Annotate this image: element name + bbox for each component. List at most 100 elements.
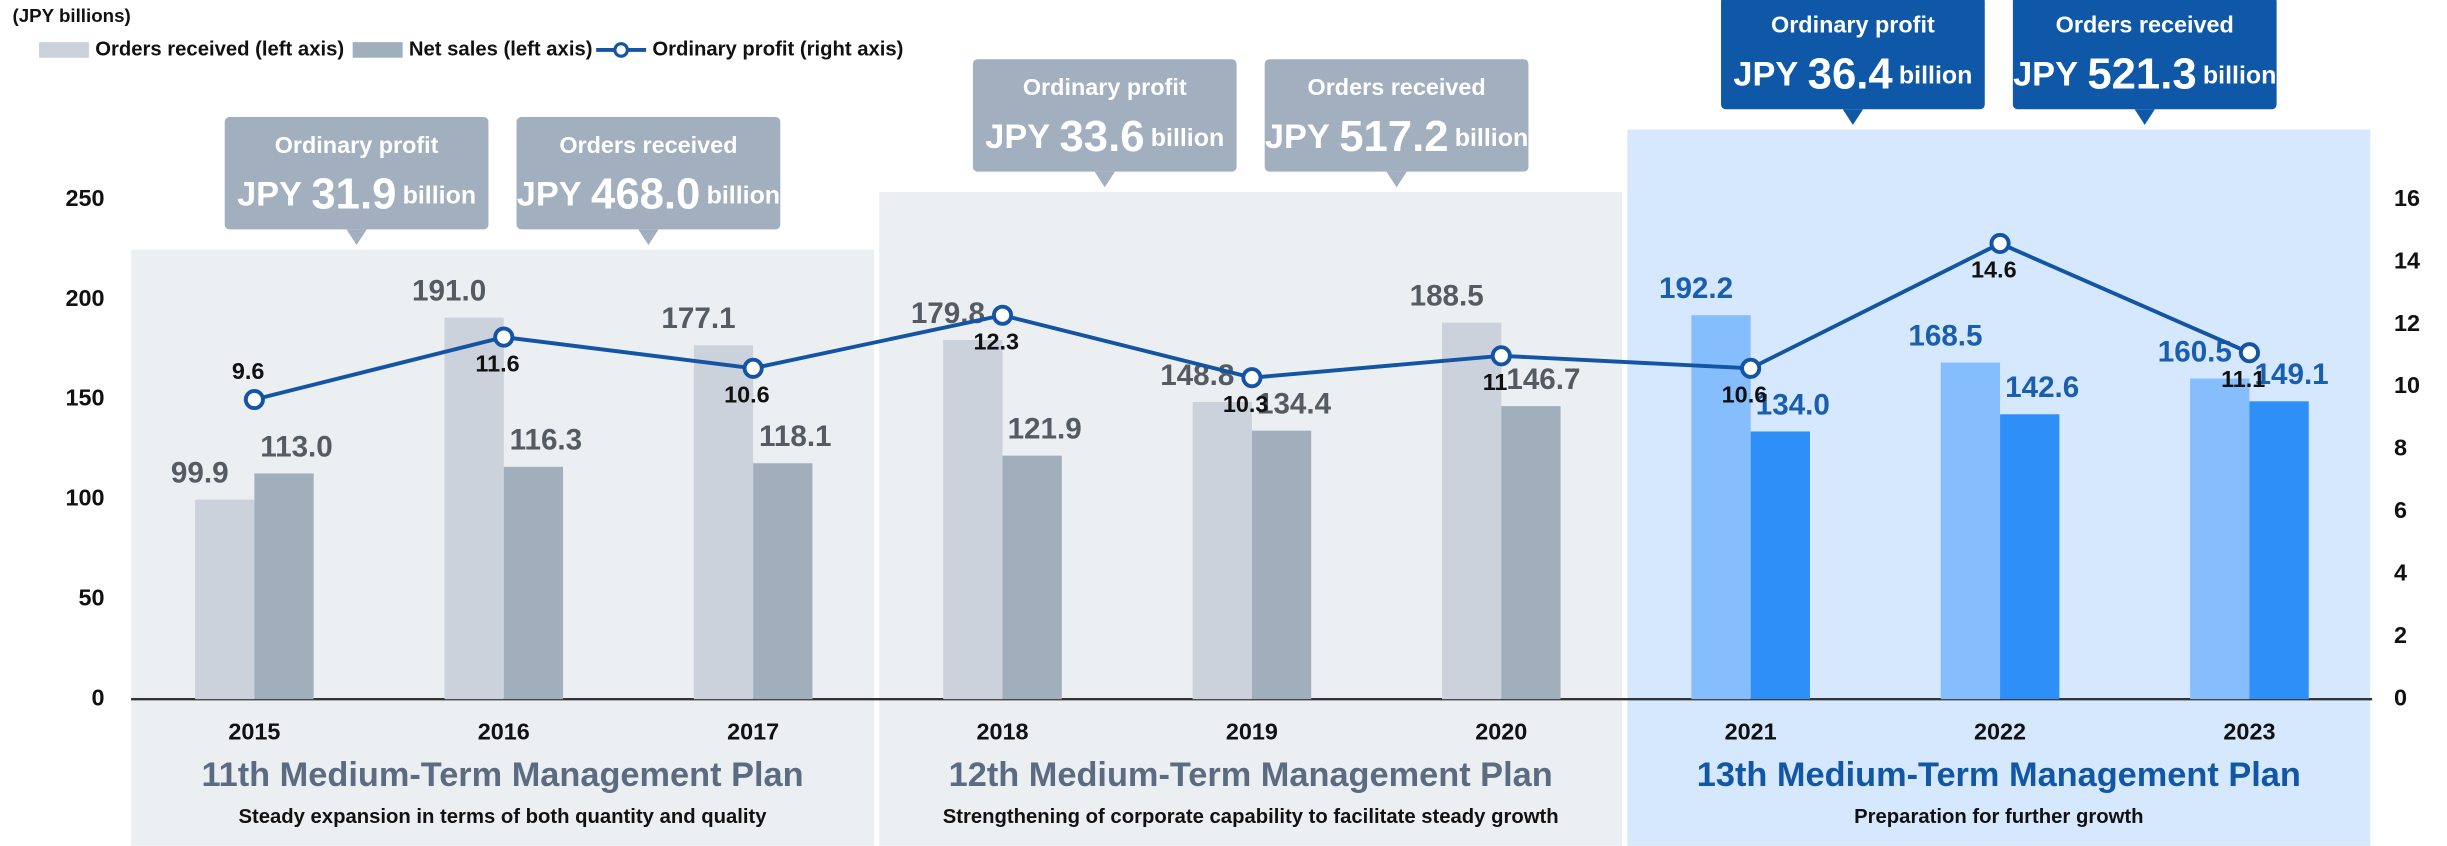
y-tick-label: 150 (66, 385, 105, 411)
callout-currency: JPY (2013, 56, 2078, 94)
x-tick-label: 2017 (727, 719, 779, 745)
bar (195, 499, 255, 700)
callout-pointer (1842, 109, 1864, 125)
plan-subtitle: Steady expansion in terms of both quanti… (238, 806, 767, 828)
profit-marker (1740, 357, 1762, 379)
callout-pointer (1386, 171, 1407, 188)
callout-title: Orders received (2056, 12, 2234, 38)
callout-currency: JPY (1265, 118, 1330, 156)
y-tick-label: 100 (66, 485, 105, 511)
callout-unit: billion (1899, 61, 1972, 89)
legend-swatch (352, 42, 403, 58)
callout-pointer (638, 229, 659, 246)
callout-amount: JPY 36.4 billion (1733, 49, 1972, 98)
legend-label: Orders received (left axis) (95, 38, 344, 60)
callout-unit: billion (707, 181, 780, 209)
callout-amount: JPY 517.2 billion (1265, 111, 1528, 160)
profit-marker (1241, 367, 1263, 389)
value-label: 149.1 (2254, 358, 2328, 391)
value-label: 121.9 (1008, 413, 1082, 446)
y-tick-label: 50 (79, 584, 105, 610)
value-label: 168.5 (1908, 319, 1982, 352)
bar (2000, 414, 2060, 700)
profit-marker (493, 326, 515, 348)
profit-marker (243, 388, 265, 411)
callout-pointer (2134, 109, 2155, 125)
callout-currency: JPY (1733, 56, 1798, 94)
profit-label: 11 (1483, 369, 1508, 395)
y2-tick-label: 0 (2394, 684, 2407, 710)
x-tick-label: 2021 (1725, 719, 1777, 745)
value-label: 179.8 (911, 297, 985, 330)
callout-unit: billion (1455, 123, 1528, 151)
bar (1002, 455, 1062, 700)
x-tick-label: 2020 (1475, 719, 1527, 745)
callout-value: 33.6 (1060, 111, 1145, 160)
value-label: 188.5 (1410, 279, 1484, 312)
profit-marker (742, 357, 764, 379)
y2-tick-label: 8 (2394, 435, 2407, 461)
x-tick-label: 2019 (1226, 719, 1278, 745)
profit-label: 10.3 (1223, 391, 1269, 417)
x-tick-label: 2022 (1974, 719, 2026, 745)
callout-box (972, 59, 1237, 172)
profit-label: 14.6 (1971, 257, 2017, 283)
profit-marker (991, 304, 1014, 326)
callout-title: Ordinary profit (1023, 74, 1187, 100)
callout-value: 521.3 (2087, 49, 2196, 98)
value-label: 134.4 (1257, 388, 1332, 421)
callout-pointer (1094, 171, 1115, 188)
y2-tick-label: 10 (2394, 372, 2420, 398)
callout-title: Orders received (559, 132, 737, 158)
legend-marker (613, 42, 629, 58)
callout-box (1264, 59, 1529, 172)
bar (1940, 362, 2001, 700)
bar (1441, 322, 1502, 700)
x-tick-label: 2016 (478, 719, 530, 745)
profit-marker (1989, 232, 2011, 254)
x-tick-label: 2015 (228, 719, 280, 745)
profit-marker (2238, 342, 2260, 364)
callout-title: Orders received (1308, 74, 1486, 100)
value-label: 177.1 (661, 302, 735, 335)
y2-tick-label: 2 (2394, 622, 2407, 648)
callout-value: 517.2 (1339, 111, 1448, 160)
profit-label: 10.6 (724, 382, 770, 408)
callout-box (1721, 0, 1985, 110)
y-axis-label: (JPY billions) (12, 5, 130, 26)
value-label: 116.3 (510, 424, 583, 457)
value-label: 134.0 (1756, 388, 1830, 421)
value-label: 142.6 (2005, 371, 2079, 404)
y2-tick-label: 12 (2394, 310, 2420, 336)
bar (943, 339, 1003, 700)
y2-tick-label: 6 (2394, 497, 2407, 523)
plan-title: 11th Medium-Term Management Plan (201, 756, 803, 794)
callout-amount: JPY 33.6 billion (985, 111, 1224, 160)
legend-swatch (39, 42, 89, 58)
callout-box (2012, 0, 2277, 110)
callout-title: Ordinary profit (1771, 12, 1935, 38)
plan-title: 13th Medium-Term Management Plan (1697, 756, 2301, 794)
value-label: 191.0 (412, 274, 486, 307)
callout-value: 31.9 (311, 169, 396, 218)
legend-label: Ordinary profit (right axis) (652, 38, 903, 60)
bar (753, 463, 813, 700)
y2-tick-label: 4 (2394, 559, 2407, 585)
x-tick-label: 2023 (2223, 719, 2275, 745)
bar (1750, 431, 1810, 700)
bar (1251, 430, 1312, 700)
callout-unit: billion (2203, 61, 2276, 89)
plan-subtitle: Preparation for further growth (1854, 806, 2143, 828)
bar (1501, 406, 1561, 700)
profit-label: 12.3 (974, 329, 1020, 355)
bar (693, 345, 754, 700)
value-label: 118.1 (759, 420, 832, 453)
y2-tick-label: 16 (2394, 185, 2420, 211)
callout-unit: billion (403, 181, 476, 209)
legend-label: Net sales (left axis) (409, 38, 593, 60)
plan-title: 12th Medium-Term Management Plan (949, 756, 1553, 794)
value-label: 192.2 (1659, 272, 1733, 305)
profit-label: 11.1 (2221, 366, 2265, 392)
y-tick-label: 250 (66, 185, 105, 211)
